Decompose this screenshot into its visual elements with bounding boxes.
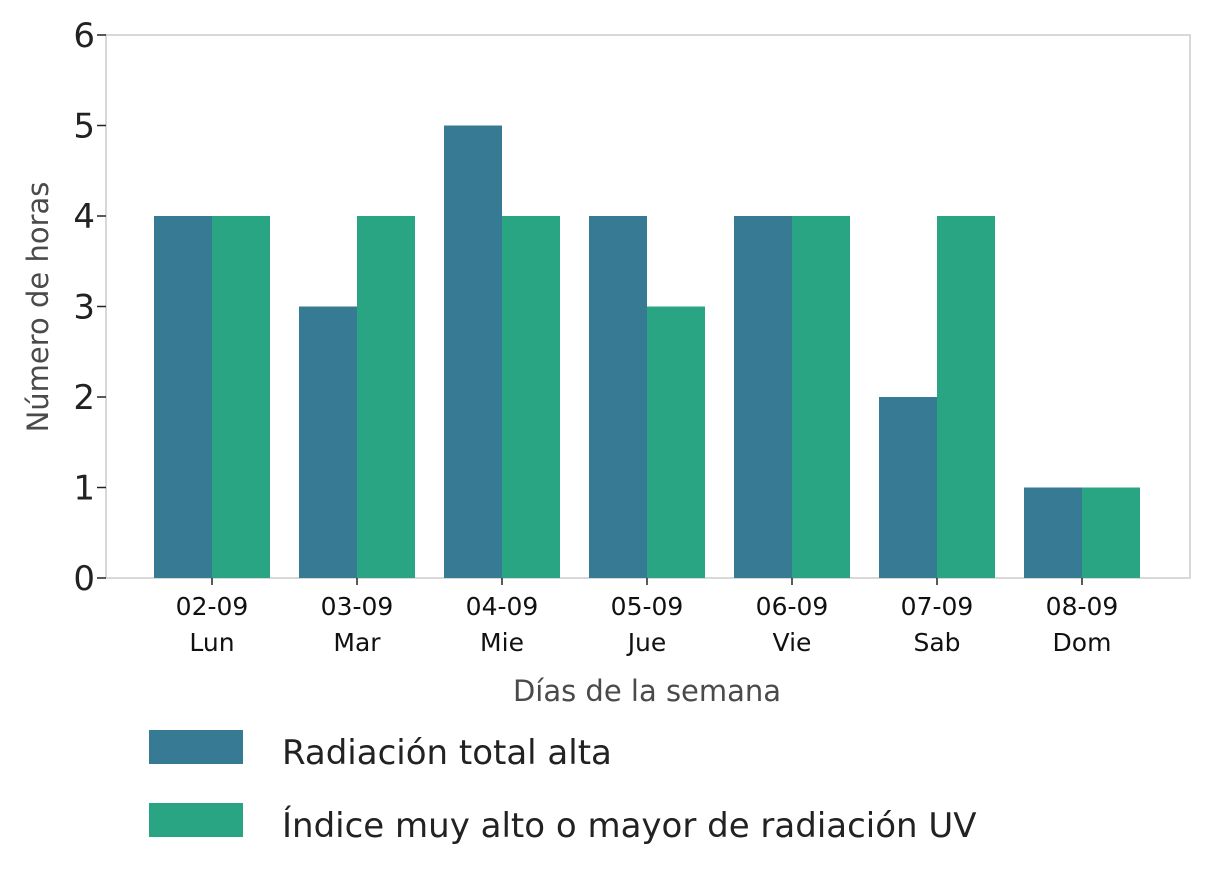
bar-s1-lun [154,216,212,578]
x-axis: 02-09 Lun 03-09 Mar 04-09 Mie 05-09 Jue 06-09 Vie… [176,578,1119,657]
bar-s2-dom [1082,487,1140,578]
legend-swatch-radiacion [149,730,243,764]
bar-s2-vie [792,216,850,578]
xtick-day-dom: Dom [1053,628,1112,657]
xtick-date-mar: 03-09 [321,592,394,621]
bar-s2-sab [937,216,995,578]
xtick-day-jue: Jue [626,628,667,657]
bar-s2-mar [357,216,415,578]
xtick-date-dom: 08-09 [1046,592,1119,621]
ytick-label-1: 1 [73,469,95,509]
x-axis-label: Días de la semana [513,674,781,708]
ytick-label-6: 6 [73,16,95,56]
xtick-day-sab: Sab [913,628,960,657]
xtick-day-lun: Lun [189,628,234,657]
legend: Radiación total alta Índice muy alto o m… [149,730,977,846]
legend-label-uv: Índice muy alto o mayor de radiación UV [282,805,977,846]
legend-swatch-uv [149,803,243,837]
ytick-label-5: 5 [73,107,95,147]
xtick-day-mie: Mie [480,628,524,657]
bar-s1-vie [734,216,792,578]
y-axis: 0 1 2 3 4 5 6 [73,16,106,599]
bar-s2-jue [647,306,705,578]
xtick-date-sab: 07-09 [901,592,974,621]
ytick-label-0: 0 [73,559,95,599]
bar-s1-dom [1024,487,1082,578]
ytick-label-4: 4 [73,197,95,237]
xtick-day-vie: Vie [773,628,812,657]
xtick-date-mie: 04-09 [466,592,539,621]
bar-s1-mar [299,306,357,578]
bar-s2-lun [212,216,270,578]
bar-s1-mie [444,125,502,578]
ytick-label-2: 2 [73,378,95,418]
ytick-label-3: 3 [73,288,95,328]
xtick-date-lun: 02-09 [176,592,249,621]
xtick-date-jue: 05-09 [611,592,684,621]
y-axis-label: Número de horas [21,182,55,433]
xtick-day-mar: Mar [333,628,381,657]
xtick-date-vie: 06-09 [756,592,829,621]
bar-s1-jue [589,216,647,578]
bar-s1-sab [879,397,937,578]
legend-label-radiacion: Radiación total alta [282,733,612,773]
bars-group [154,125,1140,578]
bar-s2-mie [502,216,560,578]
